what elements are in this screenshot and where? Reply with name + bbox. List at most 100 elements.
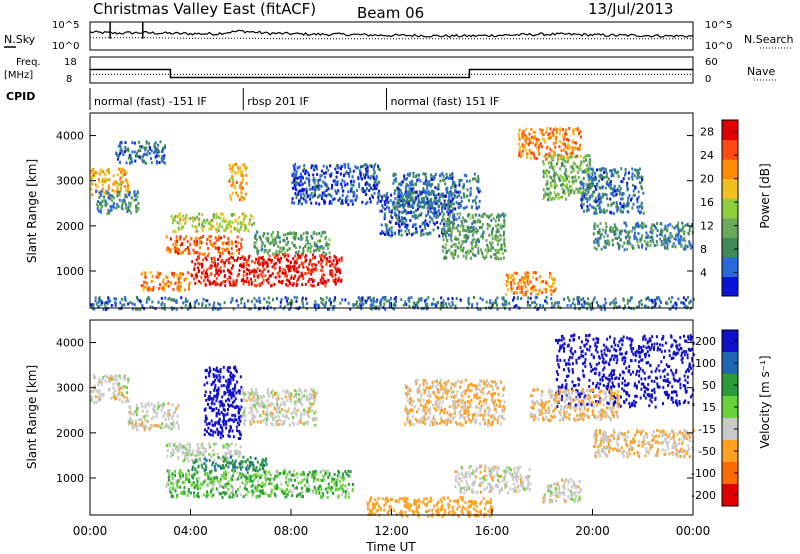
power-cell (236, 274, 239, 278)
power-cell (567, 138, 570, 142)
power-cell (382, 231, 385, 235)
power-cell (291, 181, 294, 185)
power-cell (628, 171, 630, 175)
power-cell (194, 217, 197, 221)
velocity-cell (169, 444, 172, 448)
power-cell (595, 247, 598, 251)
power-cell (504, 299, 506, 303)
power-cell (609, 197, 612, 201)
power-cell (152, 288, 155, 292)
power-cell (689, 299, 692, 303)
velocity-cell (228, 393, 231, 397)
power-cell (265, 236, 268, 240)
power-cell (690, 244, 693, 248)
power-cell (458, 183, 461, 187)
velocity-cell (215, 414, 218, 418)
power-cell (369, 200, 372, 204)
power-cell (687, 231, 690, 235)
power-cell (565, 146, 568, 150)
velocity-cell (202, 451, 205, 455)
power-cell (217, 250, 220, 254)
power-cell (600, 232, 603, 236)
power-cell (118, 167, 120, 171)
power-cell (328, 298, 331, 302)
power-cell (322, 164, 325, 168)
power-cell (219, 212, 222, 216)
power-cell (99, 171, 102, 175)
power-cell (197, 302, 200, 306)
power-cell (307, 177, 310, 181)
power-cell (548, 161, 551, 165)
power-cell (681, 301, 684, 305)
power-cell (666, 238, 669, 242)
power-cell (156, 275, 159, 279)
power-cell (148, 297, 151, 301)
power-cell (485, 214, 488, 218)
power-cell (542, 188, 545, 192)
power-cell (680, 301, 683, 305)
velocity-cell (212, 430, 215, 434)
power-cell (552, 289, 555, 293)
power-cell (563, 179, 566, 183)
power-cell (297, 190, 300, 194)
power-cell (328, 201, 331, 205)
power-cell (370, 194, 373, 197)
power-cell (244, 216, 247, 220)
power-cell (496, 243, 499, 246)
velocity-cell (156, 411, 158, 415)
power-cell (194, 225, 197, 229)
power-cell (600, 200, 603, 204)
power-cell (380, 223, 383, 227)
power-cell (230, 247, 233, 251)
power-cell (450, 220, 452, 224)
velocity-cell (215, 368, 218, 372)
power-cell (441, 219, 444, 223)
power-cell (286, 242, 289, 246)
power-cell (450, 186, 453, 190)
power-cell (619, 238, 622, 242)
power-cell (386, 201, 389, 205)
power-cell (174, 282, 177, 285)
power-cell (487, 215, 490, 219)
power-cell (604, 301, 607, 305)
power-cell (379, 232, 382, 236)
power-cell (677, 221, 680, 225)
power-cell (155, 275, 158, 279)
power-cell (394, 211, 397, 215)
power-cell (605, 225, 608, 229)
power-cell (130, 211, 132, 215)
power-cell (532, 137, 535, 141)
power-cell (433, 214, 436, 218)
power-cell (448, 219, 451, 223)
power-cell (285, 258, 288, 261)
velocity-cell (211, 400, 214, 404)
power-cell (381, 195, 384, 199)
power-cell (596, 199, 599, 203)
power-cell (447, 211, 450, 215)
power-cell (137, 149, 140, 153)
power-cell (437, 300, 440, 304)
power-cell (534, 305, 537, 309)
velocity-cell (221, 429, 224, 433)
power-cell (309, 187, 312, 191)
power-cell (446, 250, 448, 254)
power-cell (242, 196, 245, 200)
velocity-cell (99, 397, 102, 401)
power-cell (623, 204, 626, 208)
power-cell (369, 177, 372, 180)
power-cell (364, 202, 367, 206)
power-cell (544, 307, 547, 311)
power-cell (228, 257, 230, 261)
power-cell (535, 137, 538, 141)
power-cell (485, 300, 488, 304)
power-cell (619, 187, 622, 190)
power-cell (340, 182, 343, 186)
power-cell (549, 184, 552, 188)
power-cell (425, 181, 428, 185)
velocity-cell (213, 442, 216, 446)
power-cell (373, 191, 376, 195)
power-cell (415, 209, 417, 213)
power-cell (524, 271, 527, 275)
power-cell (454, 188, 457, 192)
power-cell (286, 248, 289, 252)
